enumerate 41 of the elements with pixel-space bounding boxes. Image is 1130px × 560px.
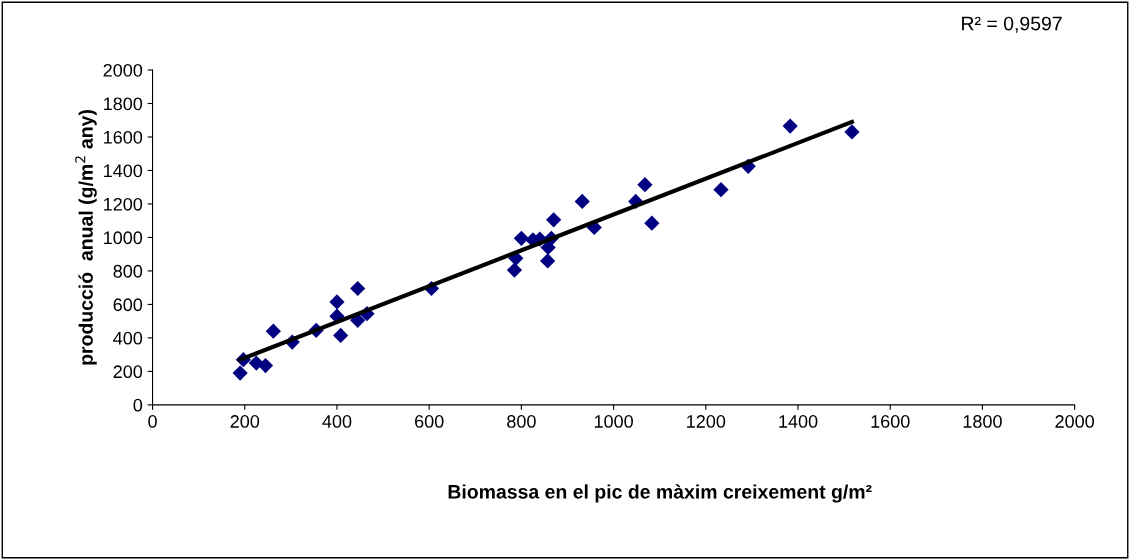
x-tick-label: 200 — [230, 415, 260, 428]
x-tick-label: 1800 — [963, 415, 1002, 428]
point — [265, 323, 281, 339]
point — [546, 212, 562, 228]
y-tick-label: 200 — [113, 365, 143, 379]
point — [333, 327, 349, 343]
point — [644, 215, 660, 231]
x-tick-label: 0 — [148, 415, 157, 428]
y-tick-label: 800 — [113, 264, 143, 278]
x-tick-label: 1600 — [871, 415, 910, 428]
y-tick-label: 400 — [113, 331, 143, 345]
x-tick-label: 2000 — [1055, 415, 1095, 428]
point — [574, 193, 590, 210]
y-tick-label: 1800 — [104, 97, 143, 111]
point — [844, 124, 860, 140]
y-tick-label: 1200 — [104, 197, 143, 211]
x-tick-label: 1400 — [779, 415, 818, 428]
y-tick-label: 0 — [133, 398, 143, 412]
point — [257, 357, 274, 374]
y-tick-label: 600 — [113, 298, 143, 312]
x-axis-title: Biomassa en el pic de màxim creixement g/m² — [448, 484, 872, 503]
x-tick-label: 1200 — [687, 415, 726, 428]
point — [713, 182, 729, 198]
y-tick-label: 1600 — [104, 130, 143, 144]
x-tick-label: 800 — [507, 415, 536, 428]
x-tick-label: 600 — [415, 415, 444, 428]
y-tick-label: 2000 — [103, 63, 143, 77]
point — [513, 230, 529, 246]
text: R² = 0,9597 — [962, 16, 1062, 33]
y-tick-label: 1000 — [104, 231, 143, 245]
point — [232, 365, 248, 381]
point — [637, 177, 653, 193]
x-tick-label: 1000 — [594, 415, 633, 428]
x-tick-label: 400 — [322, 415, 352, 428]
y-axis-title: producció anual (g/m$^{2}$ any) — [75, 110, 97, 365]
y-tick-label: 1400 — [104, 164, 143, 178]
point — [329, 294, 345, 310]
point — [540, 253, 556, 269]
point — [350, 280, 366, 297]
point — [506, 262, 523, 278]
point — [782, 118, 798, 134]
